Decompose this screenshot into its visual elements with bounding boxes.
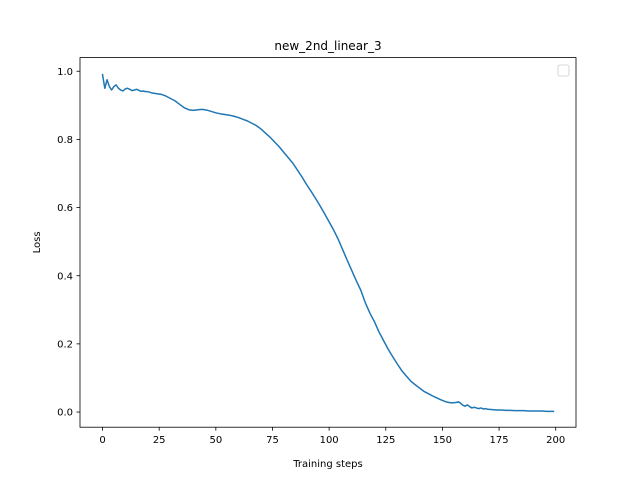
y-tick-label: 0.0: [57, 408, 73, 419]
x-axis-label: Training steps: [292, 459, 362, 470]
plot-frame: [79, 57, 577, 428]
x-tick-label: 200: [546, 435, 565, 446]
legend-box: [557, 64, 570, 77]
x-tick-label: 150: [433, 435, 452, 446]
x-tick-label: 0: [99, 435, 105, 446]
y-tick-label: 0.2: [57, 339, 73, 350]
y-axis-ticks: 0.0 0.2 0.4 0.6 0.8 1.0: [57, 67, 80, 419]
loss-series-line: [101, 73, 555, 413]
x-tick-label: 175: [490, 435, 509, 446]
y-tick-label: 0.8: [57, 135, 73, 146]
chart-title: new_2nd_linear_3: [274, 39, 381, 53]
y-tick-label: 1.0: [57, 67, 73, 78]
x-axis-ticks: 0 25 50 75 100 125 150 175 200: [99, 427, 565, 446]
series-layer: [101, 73, 555, 413]
x-tick-label: 25: [153, 435, 166, 446]
y-tick-label: 0.4: [57, 271, 73, 282]
y-axis-label: Loss: [32, 231, 43, 253]
x-tick-label: 75: [266, 435, 279, 446]
x-tick-label: 50: [209, 435, 222, 446]
x-tick-label: 125: [376, 435, 395, 446]
y-tick-label: 0.6: [57, 203, 73, 214]
x-tick-label: 100: [320, 435, 339, 446]
